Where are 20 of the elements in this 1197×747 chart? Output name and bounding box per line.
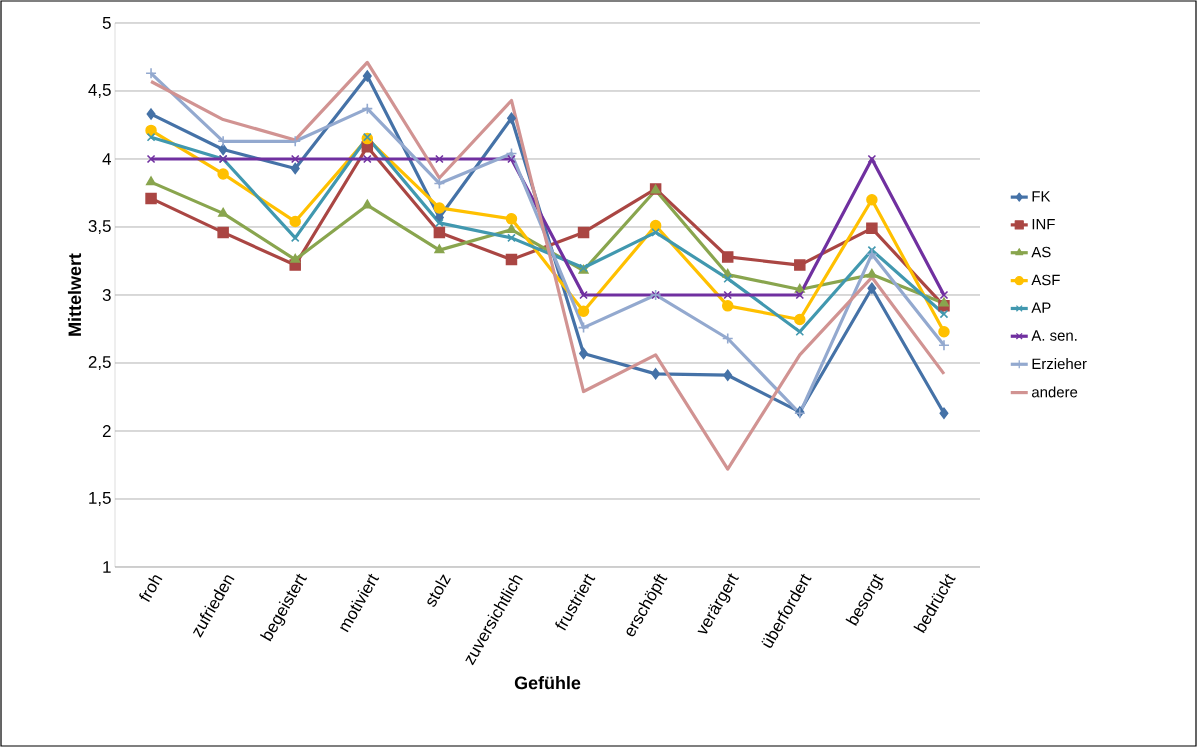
legend-label: ASF (1031, 274, 1060, 286)
legend-label: A. sen. (1031, 330, 1077, 341)
y-tick-label: 5 (102, 17, 111, 29)
x-tick-label: froh (139, 575, 163, 602)
y-tick-label: 2,5 (88, 355, 111, 370)
legend-label: AP (1031, 302, 1051, 313)
y-tick-label: 4,5 (88, 84, 111, 98)
y-tick-label: 3 (102, 288, 111, 301)
y-tick-label: 2 (102, 425, 111, 437)
y-axis-title: Mittelwert (67, 253, 82, 336)
legend-label: FK (1032, 191, 1051, 202)
y-tick-label: 3,5 (88, 219, 111, 234)
y-tick-label: 1 (103, 561, 111, 573)
legend-label: andere (1031, 386, 1078, 398)
y-tick-label: 4 (102, 153, 111, 165)
legend-label: AS (1031, 246, 1051, 258)
legend-label: INF (1032, 219, 1055, 230)
y-tick-label: 1,5 (89, 492, 111, 506)
legend-label: Erzieher (1032, 358, 1087, 370)
x-axis-title: Gefühle (514, 676, 581, 690)
